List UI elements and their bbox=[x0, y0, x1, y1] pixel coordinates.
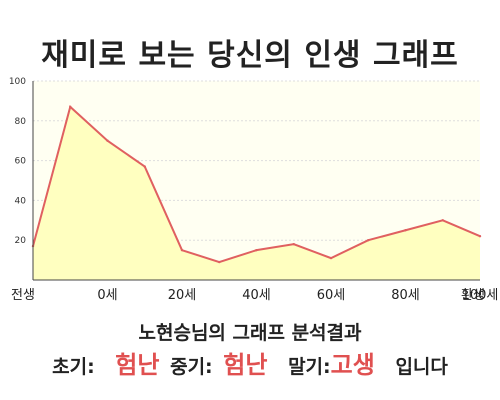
y-tick-label-100: 100 bbox=[9, 77, 26, 87]
x-tick-label-1: 0세 bbox=[97, 288, 117, 303]
x-tick-label-4: 60세 bbox=[317, 288, 346, 303]
late-value: 고생 bbox=[330, 351, 375, 379]
ending-text: 입니다 bbox=[395, 356, 448, 378]
data-point-9 bbox=[367, 239, 370, 242]
y-tick-label-40: 40 bbox=[15, 196, 27, 206]
analysis-subtitle: 노현승님의 그래프 분석결과 bbox=[138, 322, 362, 344]
data-point-1 bbox=[69, 105, 72, 109]
data-point-7 bbox=[292, 242, 295, 246]
data-point-2 bbox=[106, 139, 109, 142]
middle-value: 험난 bbox=[223, 351, 268, 379]
y-tick-label-60: 60 bbox=[15, 157, 27, 167]
chart-title: 재미로 보는 당신의 인생 그래프 bbox=[41, 38, 459, 73]
y-tick-label-20: 20 bbox=[15, 236, 27, 246]
life-graph-chart: 20 40 60 80 100 전생 0세 20세 40세 60세 80세 100세 환생 bbox=[0, 70, 500, 310]
x-tick-label-5: 80세 bbox=[391, 288, 420, 303]
x-tick-label-3: 40세 bbox=[242, 288, 271, 303]
x-tick-label-6: 100세 bbox=[462, 288, 499, 303]
late-label: 말기: bbox=[288, 356, 331, 378]
data-point-5 bbox=[218, 260, 221, 264]
data-point-8 bbox=[329, 256, 333, 260]
data-point-12 bbox=[478, 235, 482, 238]
data-point-6 bbox=[255, 248, 258, 252]
x-tick-label-2: 20세 bbox=[168, 288, 197, 303]
area-fill bbox=[33, 106, 480, 280]
data-point-4 bbox=[180, 248, 184, 252]
data-point-10 bbox=[404, 229, 407, 232]
early-label: 초기: bbox=[52, 356, 95, 378]
data-point-11 bbox=[441, 219, 444, 222]
analysis-summary: 초기: 험난 중기: 험난 말기:고생 입니다 bbox=[0, 345, 500, 380]
x-tick-label-0: 전생 bbox=[11, 288, 35, 303]
x-tick-label-7: 환생 bbox=[461, 288, 485, 303]
y-tick-label-80: 80 bbox=[15, 117, 27, 127]
data-point-3 bbox=[143, 165, 146, 168]
middle-label: 중기: bbox=[170, 356, 213, 378]
early-value: 험난 bbox=[115, 351, 160, 379]
